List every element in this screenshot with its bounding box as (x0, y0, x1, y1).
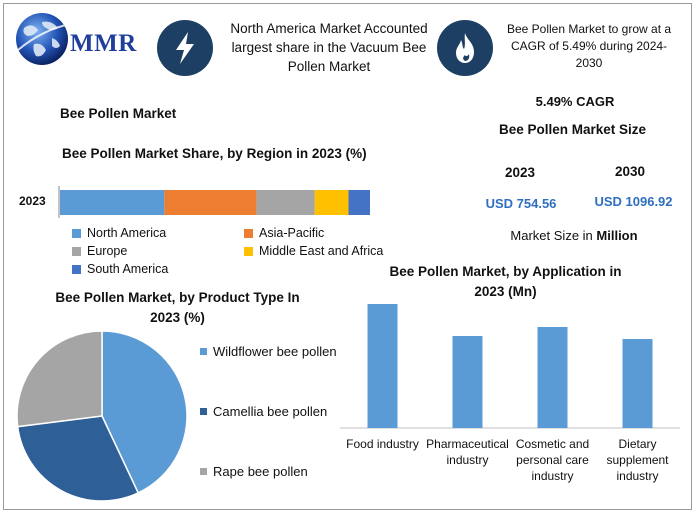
legend-swatch (200, 348, 207, 355)
product-legend: Wildflower bee pollen Camellia bee pollen… (200, 340, 350, 490)
flame-icon (437, 20, 493, 76)
product-chart-title-text: Bee Pollen Market, by Product Type In 20… (55, 290, 300, 325)
legend-swatch (200, 468, 207, 475)
legend-swatch (244, 228, 253, 238)
app-bar-cosmetic-and-personal-care-industry (537, 327, 568, 428)
app-bar-food-industry (367, 304, 398, 428)
app-category-label: Dietary supplement industry (606, 437, 669, 483)
logo-text: MMR (70, 30, 137, 57)
legend-label: Asia-Pacific (259, 226, 325, 240)
region-legend: North America Asia-Pacific Europe Middle Ea… (72, 226, 402, 278)
product-type-pie (16, 330, 188, 502)
application-chart-title-text: Bee Pollen Market, by Application in 202… (389, 264, 622, 299)
size-value-2023: USD 754.56 (485, 196, 557, 211)
legend-label: Camellia bee pollen (213, 404, 328, 419)
region-segment-asia-pacific (164, 190, 257, 215)
region-legend-item: Europe (72, 244, 127, 258)
region-legend-item: Middle East and Africa (244, 244, 383, 258)
size-year-2023: 2023 (504, 165, 536, 180)
application-chart-title: Bee Pollen Market, by Application in 202… (378, 262, 633, 302)
market-title: Bee Pollen Market (60, 106, 177, 121)
cagr-label: 5.49% CAGR (535, 94, 615, 109)
legend-label: Wildflower bee pollen (213, 344, 337, 359)
pie-slice-rape-bee-pollen (16, 330, 103, 428)
product-legend-item: Camellia bee pollen (200, 404, 327, 419)
header-note-north-america: North America Market Accounted largest s… (230, 21, 428, 74)
region-segment-south-america (348, 190, 370, 215)
region-segment-europe (256, 190, 315, 215)
region-legend-item: North America (72, 226, 166, 240)
globe-icon (16, 13, 71, 65)
legend-label: Europe (87, 244, 128, 258)
legend-label: Rape bee pollen (213, 464, 308, 479)
size-unit-bold: Million (596, 228, 638, 243)
product-legend-item: Wildflower bee pollen (200, 344, 337, 359)
pie-slice-wildflower-bee-pollen (101, 330, 188, 494)
mmr-logo: MMR (12, 10, 142, 68)
pie-slice-camellia-bee-pollen (16, 415, 140, 502)
app-category-label: Food industry (346, 437, 419, 451)
infographic-frame (3, 3, 692, 510)
app-bar-dietary-supplement-industry (622, 339, 653, 428)
app-category-label: Cosmetic and personal care industry (516, 437, 589, 483)
legend-swatch (244, 246, 253, 256)
legend-label: Middle East and Africa (259, 244, 384, 258)
size-unit-note: Market Size in Million (494, 228, 654, 243)
region-legend-item: Asia-Pacific (244, 226, 324, 240)
region-segment-north-america (60, 190, 165, 215)
product-legend-item: Rape bee pollen (200, 464, 308, 479)
legend-swatch (72, 264, 81, 274)
product-chart-title: Bee Pollen Market, by Product Type In 20… (40, 288, 315, 328)
legend-label: South America (87, 262, 169, 276)
legend-swatch (72, 246, 81, 256)
header-note-cagr: Bee Pollen Market to grow at a CAGR of 5… (506, 22, 672, 70)
lightning-icon (157, 20, 213, 76)
size-year-2030: 2030 (614, 164, 646, 179)
region-segment-middle-east-and-africa (314, 190, 349, 215)
region-stacked-bar (58, 186, 370, 218)
app-category-label: Pharmaceutical industry (426, 437, 509, 467)
region-legend-item: South America (72, 262, 168, 276)
size-unit-prefix: Market Size in (510, 228, 597, 243)
app-bar-pharmaceutical-industry (452, 336, 483, 428)
application-bar-chart: Food industry Pharmaceutical industryCosme… (340, 304, 680, 483)
legend-label: North America (87, 226, 167, 240)
legend-swatch (200, 408, 207, 415)
size-value-2030: USD 1096.92 (594, 194, 673, 209)
market-size-title: Bee Pollen Market Size (498, 122, 647, 137)
legend-swatch (72, 228, 81, 238)
region-chart-title: Bee Pollen Market Share, by Region in 20… (62, 146, 367, 161)
region-category-label: 2023 (19, 194, 46, 208)
